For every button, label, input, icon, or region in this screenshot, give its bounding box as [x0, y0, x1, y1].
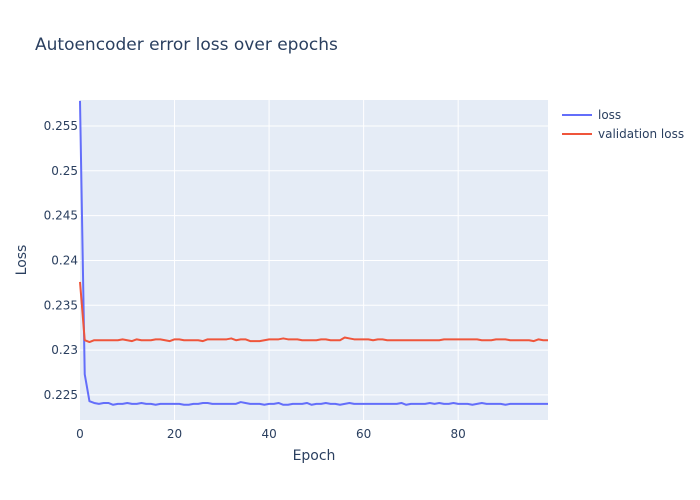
y-tick-label: 0.25	[51, 164, 78, 178]
series-line-loss	[79, 100, 548, 406]
y-tick-label: 0.235	[44, 298, 78, 312]
legend-item-loss[interactable]: loss	[562, 108, 621, 122]
x-tick-label: 40	[261, 427, 276, 441]
series-line-validation-loss	[79, 281, 548, 344]
x-tick-label: 0	[76, 427, 84, 441]
legend[interactable]: loss validation loss	[562, 108, 684, 141]
y-tick-label: 0.225	[44, 388, 78, 402]
x-tick-label: 60	[356, 427, 371, 441]
series-lines	[79, 100, 548, 406]
legend-item-validation-loss[interactable]: validation loss	[562, 127, 684, 141]
y-tick-label: 0.24	[51, 253, 78, 267]
y-tick-labels: 0.225 0.23 0.235 0.24 0.245 0.25 0.255	[44, 119, 78, 402]
x-tick-labels: 0 20 40 60 80	[76, 427, 466, 441]
y-tick-label: 0.255	[44, 119, 78, 133]
legend-label: validation loss	[598, 127, 684, 141]
x-tick-label: 20	[167, 427, 182, 441]
grid-lines	[80, 100, 548, 420]
y-axis-label: Loss	[14, 245, 30, 276]
legend-label: loss	[598, 108, 621, 122]
x-axis-label: Epoch	[293, 448, 336, 464]
chart-title: Autoencoder error loss over epochs	[35, 35, 338, 55]
y-tick-label: 0.245	[44, 209, 78, 223]
y-tick-label: 0.23	[51, 343, 78, 357]
x-tick-label: 80	[451, 427, 466, 441]
